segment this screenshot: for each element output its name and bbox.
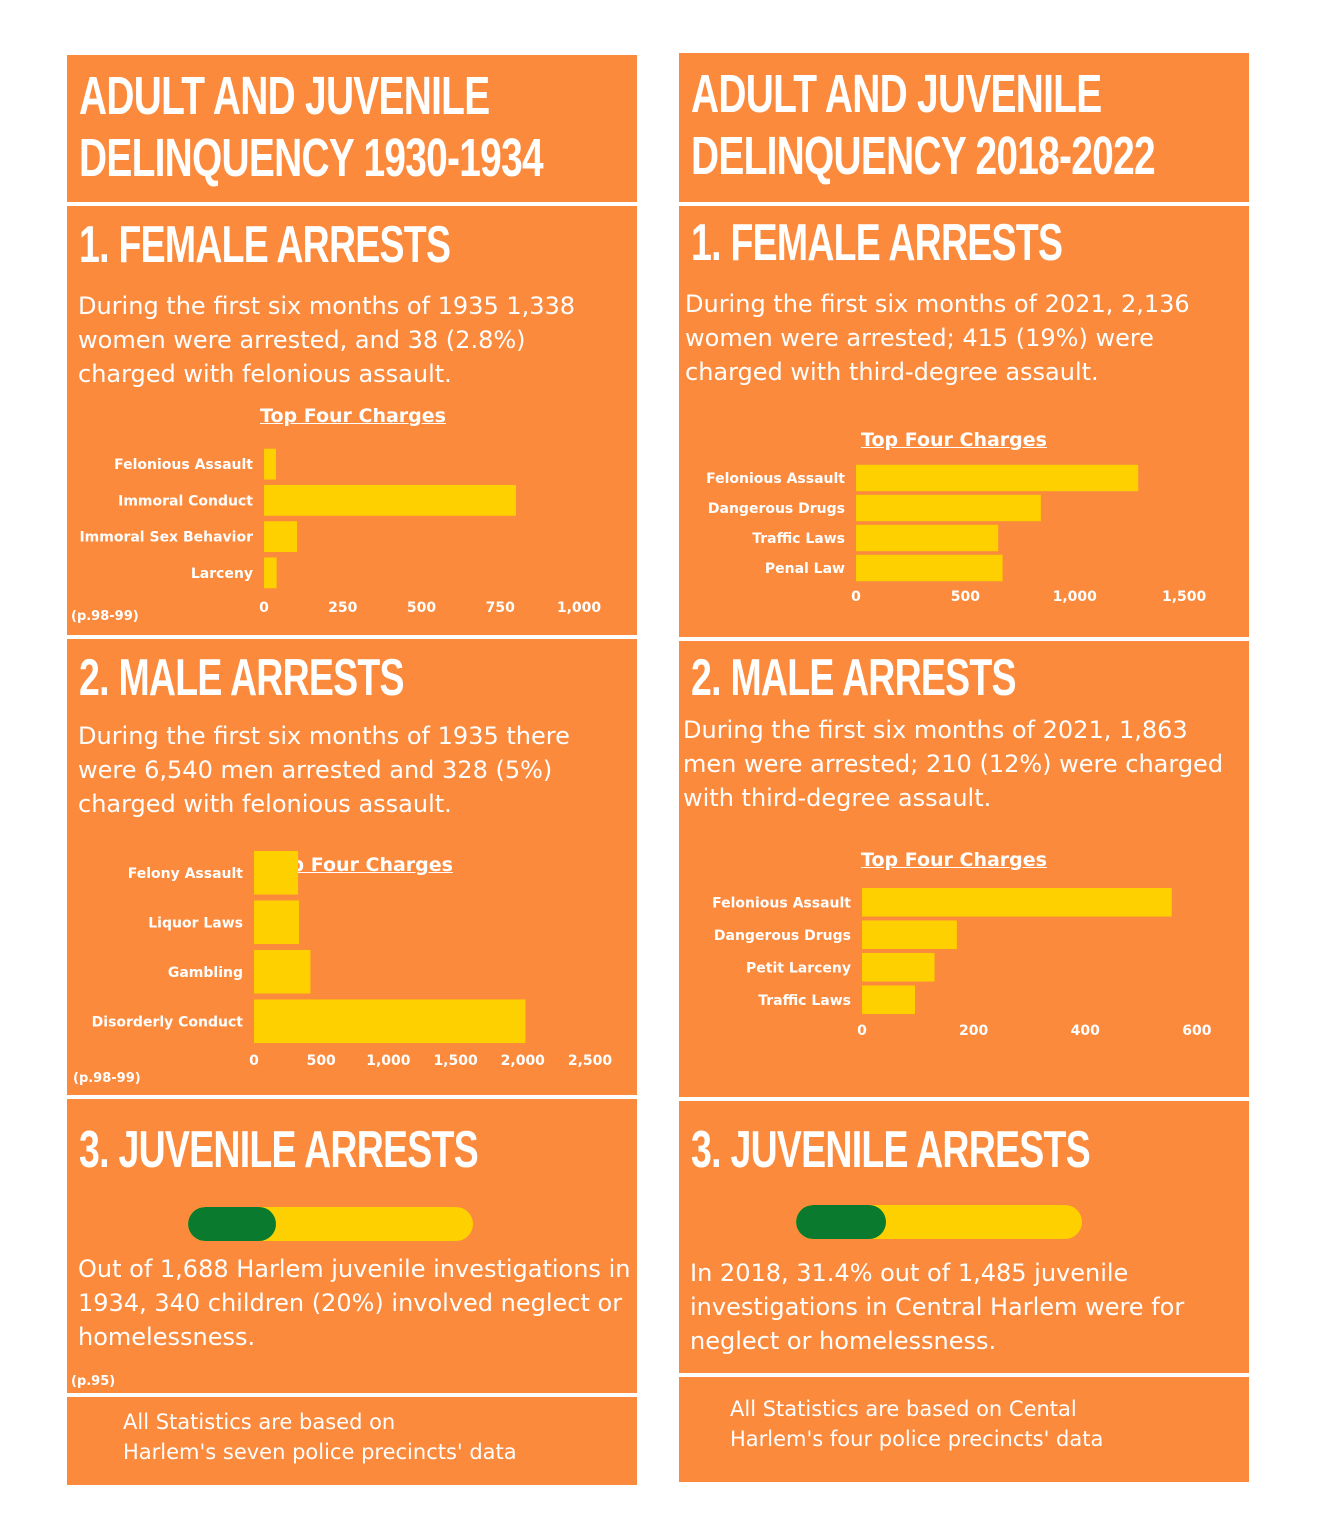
tick-label: 600: [1182, 1023, 1211, 1039]
right-header-panel: ADULT AND JUVENILE DELINQUENCY 2018-2022: [679, 53, 1249, 202]
right-footer-line1: All Statistics are based on Cental: [730, 1397, 1077, 1421]
tick-label: 0: [249, 1053, 259, 1069]
left-column: ADULT AND JUVENILE DELINQUENCY 1930-1934…: [67, 55, 637, 1485]
right-juvenile-panel: 3. JUVENILE ARRESTS In 2018, 31.4% out o…: [679, 1101, 1249, 1373]
tick-label: 750: [486, 600, 515, 616]
tick-label: 400: [1071, 1023, 1100, 1039]
bar-felonious-assault: [862, 887, 1172, 917]
tick-label: 1,000: [557, 600, 602, 616]
right-footer-line2: Harlem's four police precincts' data: [730, 1427, 1104, 1451]
left-footer-line1: All Statistics are based on: [123, 1410, 396, 1434]
right-female-title: 1. FEMALE ARRESTS: [691, 214, 1063, 272]
bar-traffic-laws: [862, 985, 916, 1015]
right-column: ADULT AND JUVENILE DELINQUENCY 2018-2022…: [679, 53, 1249, 1482]
bar-dangerous-drugs: [856, 494, 1041, 522]
right-header-line2: DELINQUENCY 2018-2022: [691, 126, 1156, 186]
right-female-chart-title: Top Four Charges: [861, 429, 1047, 451]
tick-label: 500: [407, 600, 436, 616]
bar-felonious-assault: [264, 448, 276, 480]
tick-label: 500: [951, 589, 980, 605]
left-juvenile-panel: 3. JUVENILE ARRESTS Out of 1,688 Harlem …: [67, 1099, 637, 1393]
tick-label: 500: [307, 1053, 336, 1069]
bar-traffic-laws: [856, 524, 999, 552]
bar-immoral-conduct: [264, 484, 516, 516]
left-footer-line2: Harlem's seven police precincts' data: [123, 1440, 517, 1464]
right-male-title: 2. MALE ARRESTS: [691, 649, 1017, 707]
left-juvenile-progress: [188, 1207, 473, 1241]
tick-label: 200: [959, 1023, 988, 1039]
category-label-disorderly-conduct: Disorderly Conduct: [92, 1014, 244, 1030]
left-female-description: During the first six months of 1935 1,33…: [78, 292, 576, 388]
right-male-chart-title: Top Four Charges: [861, 849, 1047, 871]
tick-label: 1,000: [1053, 589, 1098, 605]
male-2021-chart: Felonious Assault Dangerous Drugs Petit La…: [712, 887, 1212, 1039]
left-juvenile-title: 3. JUVENILE ARRESTS: [79, 1121, 479, 1179]
right-male-panel: 2. MALE ARRESTS During the first six mon…: [679, 641, 1249, 1097]
bar-gambling: [254, 949, 311, 994]
bar-larceny: [264, 557, 277, 589]
category-label-immoral-sex-behavior: Immoral Sex Behavior: [79, 530, 253, 546]
left-juvenile-progress-fill: [188, 1207, 277, 1241]
category-label-traffic-laws: Traffic Laws: [752, 531, 845, 547]
left-female-panel: 1. FEMALE ARRESTS During the first six m…: [67, 206, 637, 635]
bar-immoral-sex-behavior: [264, 521, 298, 553]
left-female-title: 1. FEMALE ARRESTS: [79, 216, 451, 274]
tick-label: 1,500: [433, 1053, 478, 1069]
category-label-gambling: Gambling: [168, 965, 243, 981]
left-juvenile-citation: (p.95): [71, 1374, 116, 1389]
left-juvenile-description: Out of 1,688 Harlem juvenile investigati…: [78, 1255, 631, 1351]
category-label-felonious-assault: Felonious Assault: [706, 471, 845, 487]
category-label-immoral-conduct: Immoral Conduct: [118, 493, 253, 509]
left-male-panel: 2. MALE ARRESTS During the first six mon…: [67, 639, 637, 1095]
tick-label: 1,500: [1162, 589, 1207, 605]
right-header-line1: ADULT AND JUVENILE: [691, 64, 1102, 124]
tick-label: 0: [857, 1023, 867, 1039]
tick-label: 0: [259, 600, 269, 616]
bar-petit-larceny: [862, 952, 935, 982]
right-male-description: During the first six months of 2021, 1,8…: [683, 716, 1224, 812]
tick-label: 2,000: [501, 1053, 546, 1069]
category-label-felonious-assault: Felonious Assault: [114, 457, 253, 473]
right-footer-panel: All Statistics are based on Cental Harle…: [679, 1377, 1249, 1482]
tick-label: 250: [328, 600, 357, 616]
left-female-citation: (p.98-99): [71, 609, 139, 624]
left-header-line2: DELINQUENCY 1930-1934: [79, 128, 544, 188]
right-juvenile-title: 3. JUVENILE ARRESTS: [691, 1121, 1091, 1179]
left-female-chart-title: Top Four Charges: [260, 405, 446, 427]
category-label-petit-larceny: Petit Larceny: [746, 960, 851, 976]
category-label-dangerous-drugs: Dangerous Drugs: [714, 928, 851, 944]
bar-liquor-laws: [254, 900, 300, 945]
tick-label: 1,000: [366, 1053, 411, 1069]
category-label-dangerous-drugs: Dangerous Drugs: [708, 501, 845, 517]
left-header-line1: ADULT AND JUVENILE: [79, 66, 490, 126]
right-juvenile-progress-fill: [796, 1205, 886, 1239]
left-male-title: 2. MALE ARRESTS: [79, 649, 405, 707]
bar-penal-law: [856, 554, 1003, 582]
tick-label: 2,500: [568, 1053, 613, 1069]
category-label-larceny: Larceny: [191, 566, 253, 582]
category-label-felony-assault: Felony Assault: [128, 866, 244, 882]
left-male-chart-title: Top Four Charges: [267, 854, 453, 876]
bar-felony-assault: [254, 850, 299, 895]
left-male-description: During the first six months of 1935 ther…: [78, 722, 570, 818]
left-male-citation: (p.98-99): [73, 1071, 141, 1086]
bar-disorderly-conduct: [254, 999, 526, 1044]
right-juvenile-progress: [796, 1205, 1082, 1239]
category-label-penal-law: Penal Law: [765, 561, 845, 577]
category-label-traffic-laws: Traffic Laws: [758, 993, 851, 1009]
left-header-panel: ADULT AND JUVENILE DELINQUENCY 1930-1934: [67, 55, 637, 202]
bar-felonious-assault: [856, 464, 1139, 492]
left-footer-panel: All Statistics are based on Harlem's sev…: [67, 1397, 637, 1485]
bar-dangerous-drugs: [862, 920, 957, 950]
category-label-liquor-laws: Liquor Laws: [148, 915, 243, 931]
female-2021-chart: Felonious Assault Dangerous Drugs Traffic …: [706, 464, 1207, 605]
category-label-felonious-assault: Felonious Assault: [712, 895, 851, 911]
right-female-panel: 1. FEMALE ARRESTS During the first six m…: [679, 206, 1249, 637]
female-1935-chart: Felonious Assault Immoral Conduct Immoral …: [79, 448, 602, 616]
tick-label: 0: [851, 589, 861, 605]
right-female-description: During the first six months of 2021, 2,1…: [685, 290, 1190, 386]
male-1935-chart: Felony Assault Liquor Laws Gambling Disorde…: [92, 850, 613, 1069]
right-juvenile-description: In 2018, 31.4% out of 1,485 juvenile inv…: [690, 1259, 1185, 1355]
